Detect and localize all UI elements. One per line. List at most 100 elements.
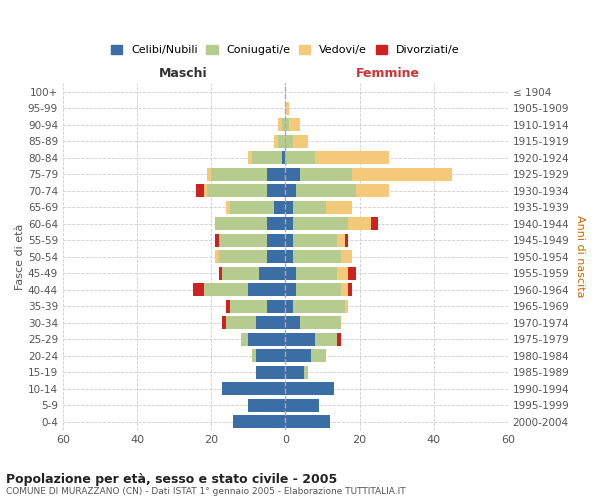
Bar [252, 350, 256, 362]
Bar [223, 382, 286, 396]
Bar [267, 234, 286, 246]
Bar [215, 250, 218, 263]
Bar [344, 300, 349, 312]
Bar [226, 201, 230, 213]
Bar [204, 284, 248, 296]
Bar [349, 267, 356, 280]
Bar [293, 234, 337, 246]
Bar [352, 168, 452, 180]
Bar [341, 284, 349, 296]
Bar [256, 316, 286, 329]
Bar [286, 366, 304, 379]
Text: Femmine: Femmine [356, 67, 419, 80]
Bar [311, 350, 326, 362]
Bar [293, 134, 308, 147]
Bar [293, 218, 349, 230]
Y-axis label: Fasce di età: Fasce di età [15, 224, 25, 290]
Bar [248, 284, 286, 296]
Text: Maschi: Maschi [159, 67, 208, 80]
Bar [286, 184, 296, 197]
Bar [256, 350, 286, 362]
Bar [293, 300, 344, 312]
Bar [208, 168, 211, 180]
Bar [286, 234, 293, 246]
Bar [226, 316, 256, 329]
Bar [293, 250, 341, 263]
Bar [286, 399, 319, 412]
Bar [337, 267, 349, 280]
Bar [286, 218, 293, 230]
Bar [296, 267, 337, 280]
Bar [193, 284, 204, 296]
Bar [241, 333, 248, 346]
Bar [248, 151, 252, 164]
Bar [341, 250, 352, 263]
Bar [304, 366, 308, 379]
Bar [218, 234, 267, 246]
Bar [286, 267, 296, 280]
Legend: Celibi/Nubili, Coniugati/e, Vedovi/e, Divorziati/e: Celibi/Nubili, Coniugati/e, Vedovi/e, Di… [107, 40, 464, 60]
Bar [286, 350, 311, 362]
Bar [278, 134, 286, 147]
Bar [286, 284, 296, 296]
Bar [226, 300, 230, 312]
Bar [286, 134, 293, 147]
Bar [326, 201, 352, 213]
Bar [267, 218, 286, 230]
Bar [349, 284, 352, 296]
Bar [286, 118, 289, 131]
Bar [281, 118, 286, 131]
Bar [248, 333, 286, 346]
Bar [286, 201, 293, 213]
Bar [233, 416, 286, 428]
Bar [208, 184, 267, 197]
Bar [278, 118, 281, 131]
Bar [371, 218, 378, 230]
Bar [248, 399, 286, 412]
Bar [286, 102, 289, 114]
Bar [337, 333, 341, 346]
Bar [230, 300, 267, 312]
Bar [356, 184, 389, 197]
Bar [300, 316, 341, 329]
Bar [349, 218, 371, 230]
Bar [230, 201, 274, 213]
Bar [315, 333, 337, 346]
Bar [286, 316, 300, 329]
Bar [267, 168, 286, 180]
Text: Popolazione per età, sesso e stato civile - 2005: Popolazione per età, sesso e stato civil… [6, 472, 337, 486]
Bar [211, 168, 267, 180]
Bar [256, 366, 286, 379]
Bar [267, 250, 286, 263]
Bar [215, 218, 267, 230]
Bar [281, 151, 286, 164]
Bar [296, 284, 341, 296]
Bar [223, 267, 259, 280]
Bar [204, 184, 208, 197]
Bar [274, 201, 286, 213]
Bar [337, 234, 344, 246]
Bar [218, 250, 267, 263]
Bar [289, 118, 300, 131]
Bar [286, 168, 300, 180]
Bar [218, 267, 223, 280]
Bar [196, 184, 204, 197]
Bar [300, 168, 352, 180]
Bar [286, 416, 330, 428]
Bar [286, 382, 334, 396]
Bar [286, 333, 315, 346]
Bar [315, 151, 389, 164]
Bar [267, 184, 286, 197]
Bar [267, 300, 286, 312]
Bar [286, 300, 293, 312]
Bar [259, 267, 286, 280]
Bar [252, 151, 281, 164]
Bar [223, 316, 226, 329]
Bar [344, 234, 349, 246]
Text: COMUNE DI MURAZZANO (CN) - Dati ISTAT 1° gennaio 2005 - Elaborazione TUTTITALIA.: COMUNE DI MURAZZANO (CN) - Dati ISTAT 1°… [6, 488, 406, 496]
Bar [286, 151, 315, 164]
Bar [296, 184, 356, 197]
Bar [215, 234, 218, 246]
Bar [293, 201, 326, 213]
Bar [286, 250, 293, 263]
